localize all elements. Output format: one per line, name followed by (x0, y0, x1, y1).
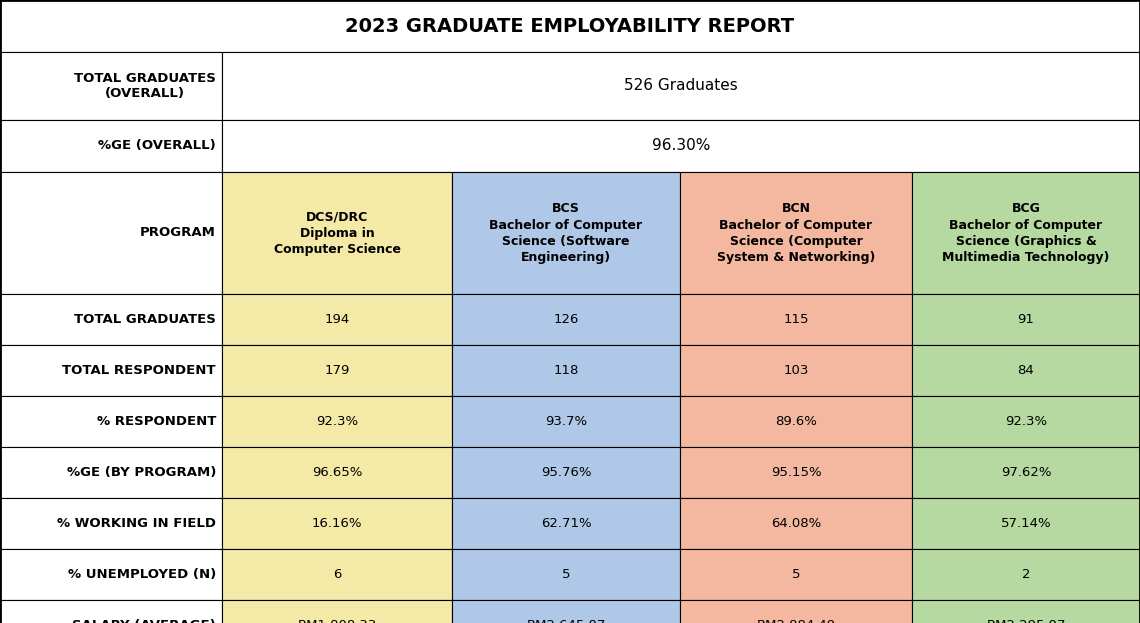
Text: 6: 6 (333, 568, 341, 581)
Text: 92.3%: 92.3% (1005, 415, 1047, 428)
Text: TOTAL GRADUATES: TOTAL GRADUATES (74, 313, 215, 326)
Bar (222, 294, 451, 345)
Bar (912, 172, 1140, 294)
Text: 84: 84 (1018, 364, 1034, 377)
Bar (222, 447, 451, 498)
Bar (679, 447, 912, 498)
Bar (912, 549, 1140, 600)
Text: 92.3%: 92.3% (316, 415, 358, 428)
Bar (451, 447, 679, 498)
Bar (679, 600, 912, 623)
Text: 62.71%: 62.71% (540, 517, 592, 530)
Bar (222, 549, 451, 600)
Bar (451, 498, 679, 549)
Bar (451, 396, 679, 447)
Text: 96.65%: 96.65% (312, 466, 363, 479)
Text: 115: 115 (783, 313, 808, 326)
Bar (222, 172, 451, 294)
Bar (0, 172, 222, 294)
Bar (222, 120, 1140, 172)
Bar (0, 396, 222, 447)
Bar (912, 294, 1140, 345)
Bar (0, 120, 222, 172)
Text: BCS
Bachelor of Computer
Science (Software
Engineering): BCS Bachelor of Computer Science (Softwa… (489, 202, 643, 264)
Text: 91: 91 (1018, 313, 1034, 326)
Text: %GE (OVERALL): %GE (OVERALL) (98, 140, 215, 153)
Text: BCN
Bachelor of Computer
Science (Computer
System & Networking): BCN Bachelor of Computer Science (Comput… (717, 202, 876, 264)
Bar (679, 498, 912, 549)
Text: 5: 5 (792, 568, 800, 581)
Bar (679, 345, 912, 396)
Bar (222, 345, 451, 396)
Text: TOTAL RESPONDENT: TOTAL RESPONDENT (63, 364, 215, 377)
Text: 5: 5 (562, 568, 570, 581)
Text: 89.6%: 89.6% (775, 415, 817, 428)
Text: RM1,808.33: RM1,808.33 (298, 619, 376, 623)
Bar (912, 600, 1140, 623)
Bar (0, 447, 222, 498)
Bar (451, 172, 679, 294)
Bar (912, 447, 1140, 498)
Text: TOTAL GRADUATES
(OVERALL): TOTAL GRADUATES (OVERALL) (74, 72, 215, 100)
Text: RM2,645.87: RM2,645.87 (527, 619, 605, 623)
Bar (451, 345, 679, 396)
Bar (0, 600, 222, 623)
Bar (679, 549, 912, 600)
Text: SALARY (AVERAGE): SALARY (AVERAGE) (72, 619, 215, 623)
Bar (451, 549, 679, 600)
Text: % RESPONDENT: % RESPONDENT (97, 415, 215, 428)
Text: 2: 2 (1021, 568, 1031, 581)
Text: PROGRAM: PROGRAM (140, 227, 215, 239)
Bar (451, 600, 679, 623)
Bar (0, 345, 222, 396)
Text: 16.16%: 16.16% (311, 517, 363, 530)
Text: 97.62%: 97.62% (1001, 466, 1051, 479)
Text: 64.08%: 64.08% (771, 517, 821, 530)
Bar (0, 498, 222, 549)
Text: DCS/DRC
Diploma in
Computer Science: DCS/DRC Diploma in Computer Science (274, 211, 400, 255)
Text: BCG
Bachelor of Computer
Science (Graphics &
Multimedia Technology): BCG Bachelor of Computer Science (Graphi… (943, 202, 1109, 264)
Text: 95.76%: 95.76% (540, 466, 592, 479)
Bar (679, 294, 912, 345)
Bar (0, 52, 222, 120)
Text: %GE (BY PROGRAM): %GE (BY PROGRAM) (66, 466, 215, 479)
Text: 526 Graduates: 526 Graduates (624, 78, 738, 93)
Bar (222, 396, 451, 447)
Text: 103: 103 (783, 364, 808, 377)
Bar (451, 294, 679, 345)
Bar (912, 396, 1140, 447)
Text: 96.30%: 96.30% (652, 138, 710, 153)
Text: RM2,884.49: RM2,884.49 (757, 619, 836, 623)
Text: 179: 179 (324, 364, 350, 377)
Bar (222, 498, 451, 549)
Text: 95.15%: 95.15% (771, 466, 821, 479)
Text: % WORKING IN FIELD: % WORKING IN FIELD (57, 517, 215, 530)
Text: 194: 194 (325, 313, 350, 326)
Bar (679, 396, 912, 447)
Bar (0, 549, 222, 600)
Bar (912, 498, 1140, 549)
Text: 118: 118 (553, 364, 579, 377)
Bar (222, 52, 1140, 120)
Text: RM2,295.97: RM2,295.97 (986, 619, 1066, 623)
Bar (0, 294, 222, 345)
Bar (679, 172, 912, 294)
Text: 93.7%: 93.7% (545, 415, 587, 428)
Bar (222, 600, 451, 623)
Text: % UNEMPLOYED (N): % UNEMPLOYED (N) (67, 568, 215, 581)
Text: 57.14%: 57.14% (1001, 517, 1051, 530)
Text: 126: 126 (553, 313, 579, 326)
Bar (912, 345, 1140, 396)
Bar (0, 0, 1140, 52)
Text: 2023 GRADUATE EMPLOYABILITY REPORT: 2023 GRADUATE EMPLOYABILITY REPORT (345, 16, 795, 36)
